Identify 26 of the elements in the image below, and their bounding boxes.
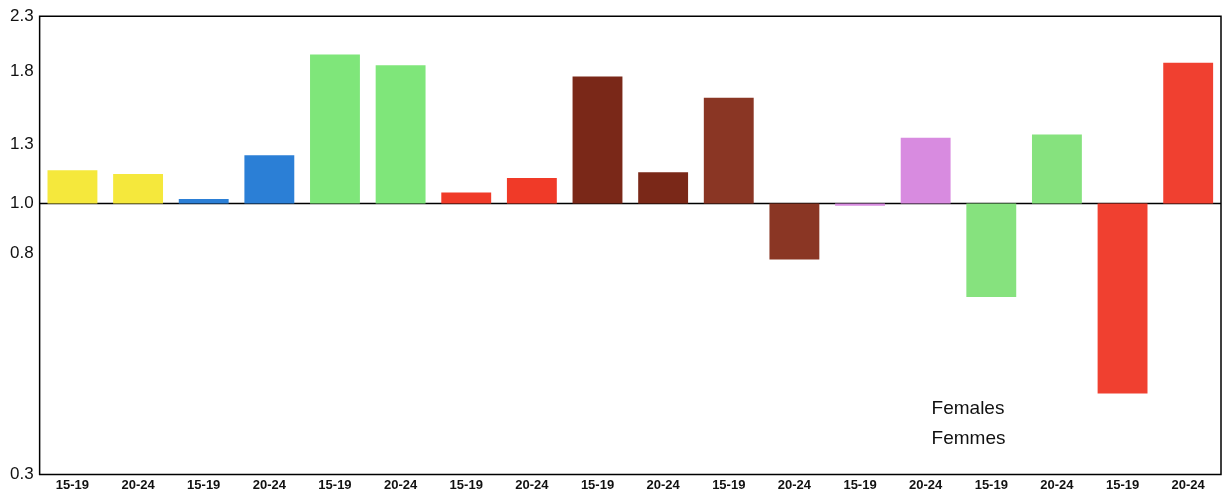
- x-tick-label: 15-19: [1105, 476, 1140, 492]
- y-tick-label: 1.0: [9, 193, 34, 213]
- x-tick-label: 15-19: [449, 476, 483, 492]
- x-tick-label: 15-19: [580, 476, 615, 492]
- y-tick-label: 0.8: [9, 243, 34, 263]
- x-tick-label: 15-19: [318, 476, 352, 492]
- x-tick-label: 20-24: [1040, 476, 1075, 492]
- x-tick-label: 20-24: [1171, 476, 1206, 492]
- x-tick-label: 15-19: [55, 476, 90, 492]
- x-tick-label: 20-24: [777, 476, 812, 492]
- y-tick-label: 1.8: [9, 61, 34, 81]
- annotation: Femmes: [931, 427, 1006, 449]
- x-tick-label: 15-19: [187, 476, 221, 492]
- x-tick-label: 20-24: [909, 476, 944, 492]
- x-tick-label: 20-24: [383, 476, 418, 492]
- y-tick-label: 0.3: [9, 464, 34, 484]
- x-tick-label: 20-24: [646, 476, 681, 492]
- annotation: Females: [931, 397, 1005, 419]
- x-tick-label: 15-19: [712, 476, 746, 492]
- x-tick-label: 15-19: [843, 476, 877, 492]
- y-tick-label: 1.3: [9, 134, 34, 154]
- y-tick-label: 2.3: [9, 5, 34, 25]
- x-tick-label: 20-24: [121, 476, 156, 492]
- x-tick-label: 20-24: [515, 476, 550, 492]
- x-tick-label: 20-24: [252, 476, 287, 492]
- x-tick-label: 15-19: [974, 476, 1008, 492]
